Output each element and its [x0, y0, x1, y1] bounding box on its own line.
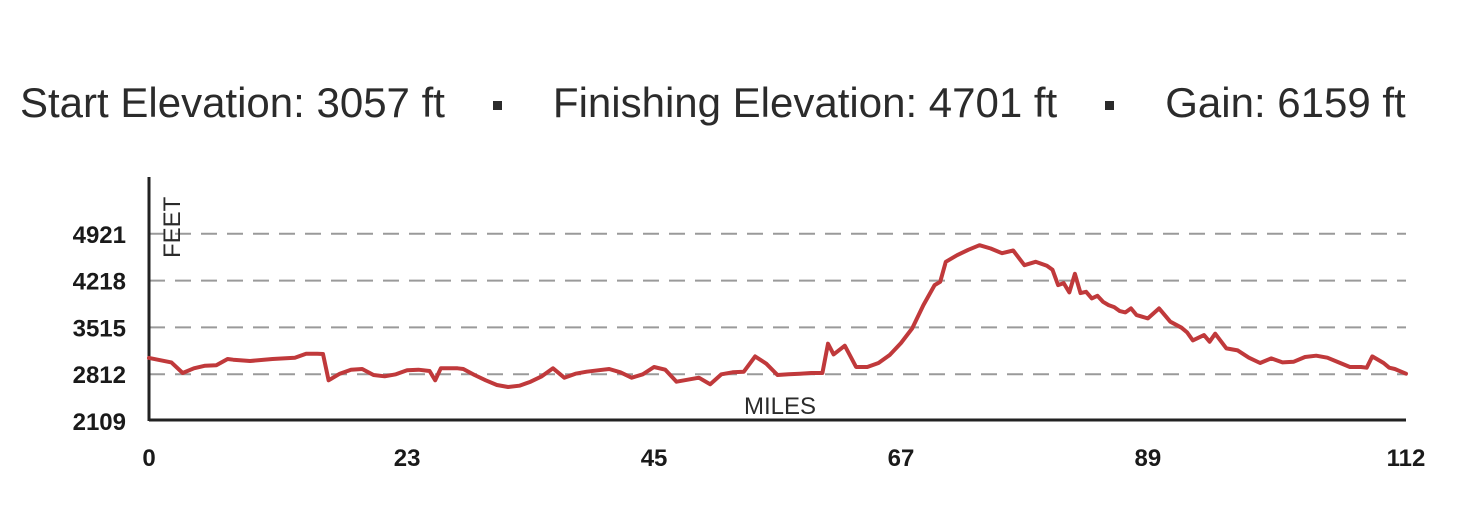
elevation-gain: Gain: 6159 ft — [1165, 79, 1406, 126]
start-elevation: Start Elevation: 3057 ft — [20, 79, 445, 126]
y-tick-label: 4218 — [73, 269, 126, 296]
y-tick-label: 4921 — [73, 222, 126, 249]
x-tick-label: 23 — [394, 445, 421, 472]
elevation-summary: Start Elevation: 3057 ft Finishing Eleva… — [20, 78, 1406, 128]
x-tick-label: 112 — [1387, 445, 1426, 472]
x-tick-label: 67 — [888, 445, 915, 472]
finishing-elevation: Finishing Elevation: 4701 ft — [552, 79, 1058, 126]
separator-dot — [1105, 100, 1115, 110]
x-tick-label: 0 — [142, 445, 155, 472]
separator-dot — [492, 100, 502, 110]
x-tick-labels: 0 23 45 67 89 112 — [142, 445, 1425, 472]
elevation-line — [147, 243, 1408, 389]
y-axis-label: FEET — [159, 196, 186, 258]
x-tick-label: 89 — [1135, 445, 1162, 472]
y-tick-label: 2109 — [73, 409, 126, 436]
x-axis-label: MILES — [744, 393, 816, 420]
x-tick-label: 45 — [641, 445, 668, 472]
y-tick-label: 3515 — [73, 315, 126, 342]
y-tick-labels: 2109 2812 3515 4218 4921 — [73, 222, 126, 436]
y-tick-label: 2812 — [73, 362, 126, 389]
grid-lines — [149, 232, 1406, 376]
